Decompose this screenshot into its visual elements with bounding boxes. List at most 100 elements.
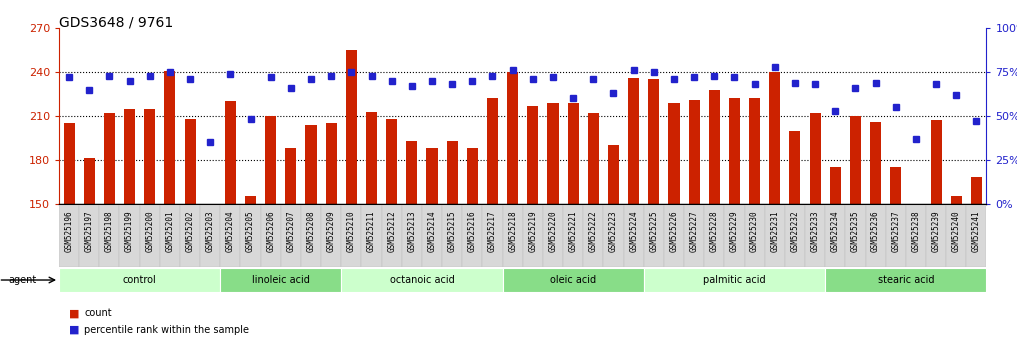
Bar (910, 204, 921, 250)
FancyBboxPatch shape (502, 268, 644, 292)
FancyBboxPatch shape (281, 205, 301, 267)
Bar (648, 79, 659, 204)
Bar (951, 196, 962, 204)
Text: GSM525217: GSM525217 (488, 210, 497, 252)
FancyBboxPatch shape (704, 205, 724, 267)
Bar (608, 145, 619, 204)
Bar (729, 98, 740, 204)
Text: GSM525227: GSM525227 (690, 210, 699, 252)
Bar (386, 119, 398, 204)
FancyBboxPatch shape (603, 205, 623, 267)
Text: GSM525203: GSM525203 (205, 210, 215, 252)
Bar (366, 112, 377, 204)
Text: GSM525205: GSM525205 (246, 210, 255, 252)
Text: GSM525206: GSM525206 (266, 210, 276, 252)
Bar (810, 113, 821, 204)
Text: GSM525226: GSM525226 (669, 210, 678, 252)
Bar (63, 123, 74, 204)
Bar (467, 148, 478, 204)
Text: GSM525233: GSM525233 (811, 210, 820, 252)
FancyBboxPatch shape (59, 205, 79, 267)
Text: stearic acid: stearic acid (878, 275, 934, 285)
Bar (124, 109, 135, 204)
Text: ■: ■ (69, 308, 79, 318)
FancyBboxPatch shape (321, 205, 342, 267)
Bar (931, 120, 942, 204)
FancyBboxPatch shape (119, 205, 139, 267)
Text: palmitic acid: palmitic acid (703, 275, 766, 285)
Text: linoleic acid: linoleic acid (252, 275, 310, 285)
Bar (184, 119, 195, 204)
Bar (750, 98, 760, 204)
Bar (789, 131, 800, 204)
Text: GSM525235: GSM525235 (851, 210, 860, 252)
Text: GSM525216: GSM525216 (468, 210, 477, 252)
Text: GSM525232: GSM525232 (790, 210, 799, 252)
Bar (325, 123, 337, 204)
Bar (446, 141, 458, 204)
Text: GSM525208: GSM525208 (306, 210, 315, 252)
FancyBboxPatch shape (684, 205, 704, 267)
Text: GSM525211: GSM525211 (367, 210, 376, 252)
Text: GSM525221: GSM525221 (569, 210, 578, 252)
Bar (165, 71, 175, 204)
FancyBboxPatch shape (79, 205, 100, 267)
FancyBboxPatch shape (59, 268, 221, 292)
FancyBboxPatch shape (623, 205, 644, 267)
Bar (346, 50, 357, 204)
FancyBboxPatch shape (502, 205, 523, 267)
Text: GSM525231: GSM525231 (770, 210, 779, 252)
FancyBboxPatch shape (966, 205, 986, 267)
Bar (305, 125, 316, 204)
FancyBboxPatch shape (644, 205, 664, 267)
Text: GSM525212: GSM525212 (387, 210, 397, 252)
Bar (769, 72, 780, 204)
FancyBboxPatch shape (463, 205, 482, 267)
FancyBboxPatch shape (886, 205, 906, 267)
FancyBboxPatch shape (342, 268, 502, 292)
Bar (588, 113, 599, 204)
FancyBboxPatch shape (523, 205, 543, 267)
Text: octanoic acid: octanoic acid (390, 275, 455, 285)
FancyBboxPatch shape (946, 205, 966, 267)
FancyBboxPatch shape (221, 268, 342, 292)
Bar (689, 100, 700, 204)
Text: GSM525210: GSM525210 (347, 210, 356, 252)
Text: GSM525207: GSM525207 (287, 210, 295, 252)
Text: GSM525238: GSM525238 (911, 210, 920, 252)
Text: GSM525198: GSM525198 (105, 210, 114, 252)
Text: GSM525222: GSM525222 (589, 210, 598, 252)
FancyBboxPatch shape (361, 205, 381, 267)
Bar (709, 90, 720, 204)
Bar (265, 116, 277, 204)
FancyBboxPatch shape (160, 205, 180, 267)
Text: control: control (123, 275, 157, 285)
Text: GSM525228: GSM525228 (710, 210, 719, 252)
FancyBboxPatch shape (240, 205, 260, 267)
Text: GDS3648 / 9761: GDS3648 / 9761 (59, 16, 173, 30)
FancyBboxPatch shape (765, 205, 785, 267)
Text: GSM525237: GSM525237 (891, 210, 900, 252)
Bar (426, 148, 437, 204)
Text: percentile rank within the sample: percentile rank within the sample (84, 325, 249, 335)
FancyBboxPatch shape (744, 205, 765, 267)
FancyBboxPatch shape (200, 205, 221, 267)
FancyBboxPatch shape (563, 205, 583, 267)
FancyBboxPatch shape (805, 205, 825, 267)
Text: GSM525223: GSM525223 (609, 210, 618, 252)
FancyBboxPatch shape (482, 205, 502, 267)
FancyBboxPatch shape (644, 268, 825, 292)
Bar (507, 72, 519, 204)
Text: count: count (84, 308, 112, 318)
Text: GSM525220: GSM525220 (548, 210, 557, 252)
Text: GSM525199: GSM525199 (125, 210, 134, 252)
Text: GSM525230: GSM525230 (751, 210, 759, 252)
FancyBboxPatch shape (100, 205, 119, 267)
FancyBboxPatch shape (260, 205, 281, 267)
Text: GSM525204: GSM525204 (226, 210, 235, 252)
Text: GSM525209: GSM525209 (326, 210, 336, 252)
Text: GSM525240: GSM525240 (952, 210, 961, 252)
FancyBboxPatch shape (865, 205, 886, 267)
FancyBboxPatch shape (381, 205, 402, 267)
Bar (83, 158, 95, 204)
